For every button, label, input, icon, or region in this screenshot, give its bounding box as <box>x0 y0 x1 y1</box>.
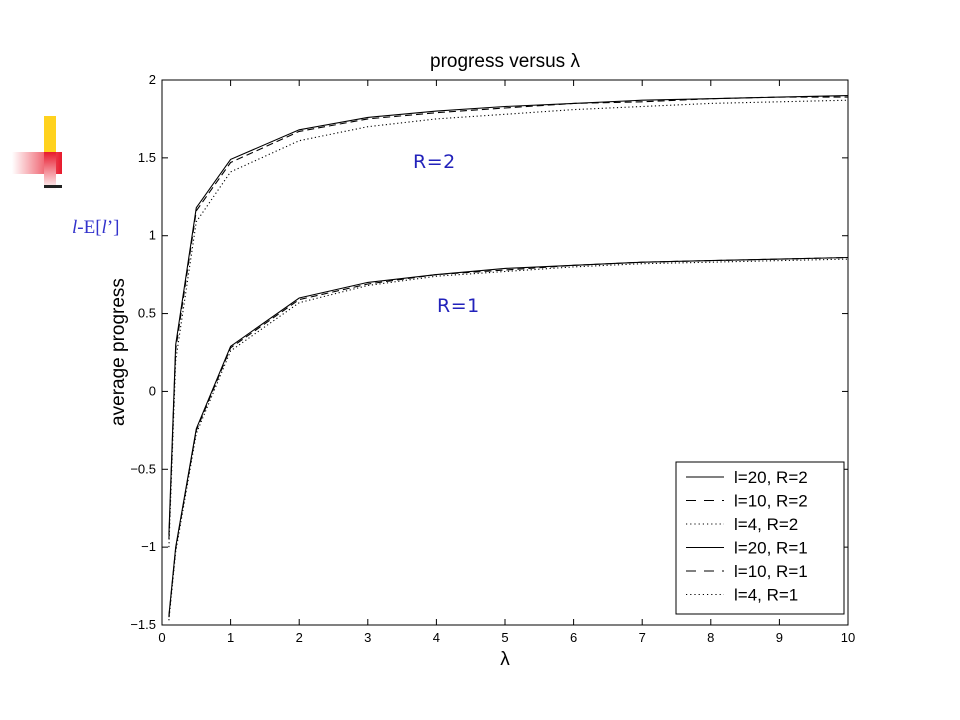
y-tick-label: 0 <box>149 383 156 398</box>
legend-entry: l=10, R=1 <box>734 562 808 581</box>
x-tick-label: 2 <box>296 630 303 645</box>
y-tick-label: 2 <box>149 72 156 87</box>
annotation-r2: R=2 <box>413 151 456 173</box>
ornament-red-fade-vertical <box>44 152 56 190</box>
y-axis-label: average progress <box>108 278 129 426</box>
x-axis-label: λ <box>500 649 510 670</box>
x-tick-label: 5 <box>501 630 508 645</box>
chart-title: progress versus λ <box>430 51 580 72</box>
x-tick-label: 9 <box>776 630 783 645</box>
y-tick-label: −0.5 <box>130 461 156 476</box>
ornament-dark-line <box>44 185 62 188</box>
plot-area: 0 1 2 3 4 5 6 7 8 9 10 −1.5 −1 −0.5 0 0.5 1 1.5 2 <box>130 72 855 645</box>
x-tick-label: 4 <box>433 630 440 645</box>
y-tick-label: 0.5 <box>138 306 156 321</box>
legend-entry: l=4, R=1 <box>734 586 798 605</box>
x-tick-label: 6 <box>570 630 577 645</box>
side-label-l-minus-expected-l-prime: l-E[l’] <box>72 217 120 238</box>
legend-entry: l=10, R=2 <box>734 492 808 511</box>
series-line-5 <box>168 256 849 618</box>
series-line-2 <box>168 96 848 540</box>
x-tick-label: 0 <box>158 630 165 645</box>
legend: l=20, R=2 l=10, R=2 l=4, R=2 l=20, R=1 l=10,… <box>675 461 845 615</box>
series-line-6 <box>168 258 849 621</box>
legend-entry: l=20, R=1 <box>734 539 808 558</box>
annotation-r1: R=1 <box>437 295 480 317</box>
x-tick-label: 7 <box>639 630 646 645</box>
y-tick-label: 1 <box>149 228 156 243</box>
x-tick-label: 8 <box>707 630 714 645</box>
y-tick-label: −1 <box>141 539 156 554</box>
legend-entry: l=20, R=2 <box>734 468 808 487</box>
x-tick-label: 1 <box>227 630 234 645</box>
x-tick-label: 10 <box>841 630 855 645</box>
y-tick-label: 1.5 <box>138 150 156 165</box>
legend-entry: l=4, R=2 <box>734 515 798 534</box>
x-tick-label: 3 <box>364 630 371 645</box>
series-line-1 <box>168 95 849 535</box>
legend-box <box>675 461 845 615</box>
series-line-3 <box>168 99 849 548</box>
y-tick-label: −1.5 <box>130 617 156 632</box>
